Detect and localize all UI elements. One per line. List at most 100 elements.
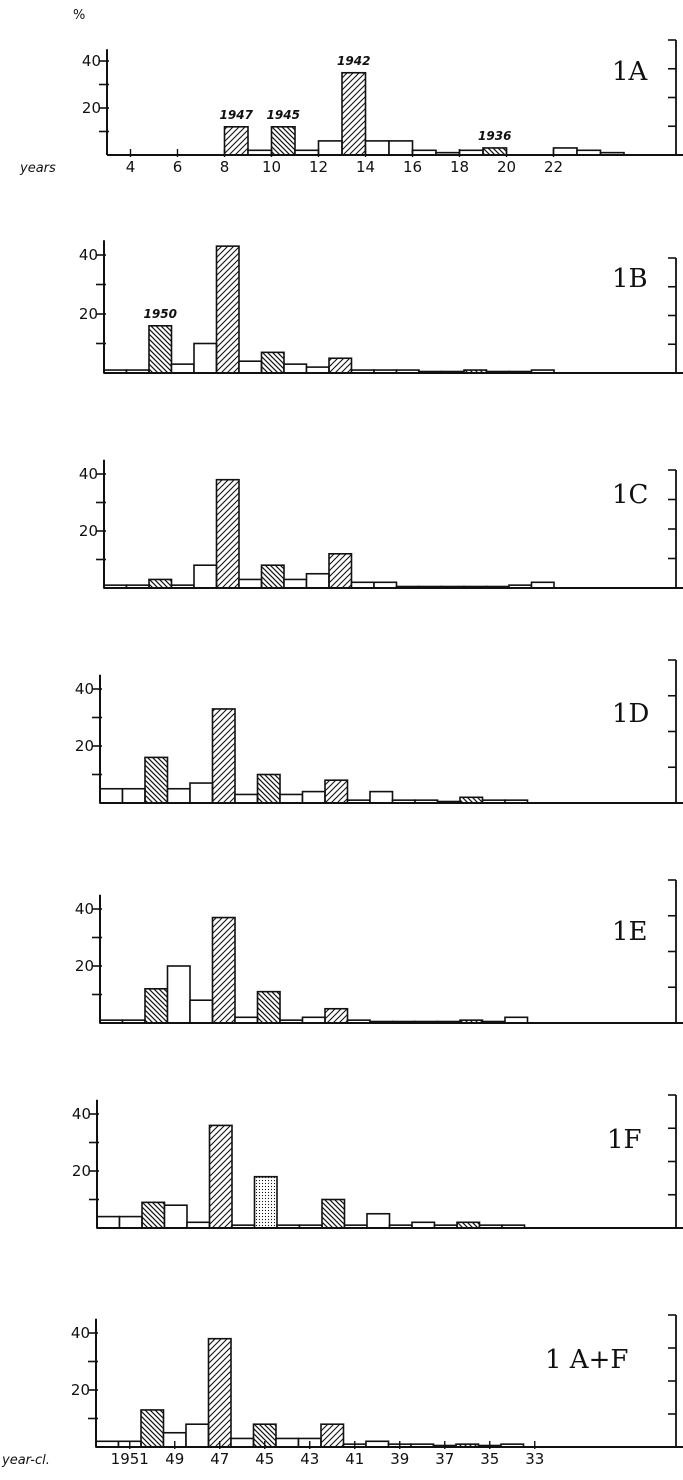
year-annotation: 1950: [144, 307, 177, 321]
panel-label: 1C: [612, 480, 648, 510]
bar: [256, 990, 281, 1024]
bar: [208, 1124, 233, 1229]
y-tick-label: 40: [79, 246, 98, 264]
bar: [260, 351, 285, 374]
chart-panel-1c: 20 40 1C: [79, 459, 683, 589]
bar: [211, 708, 236, 804]
bar: [211, 916, 236, 1024]
bar: [193, 342, 218, 374]
x-tick-label: 18: [450, 158, 469, 176]
bar: [144, 756, 169, 804]
bar: [141, 1201, 166, 1229]
chart-panel-1a: 20 40 1A% 4 6 8 10 12 14 16 18 20 22 years 1947 1945 194…: [19, 8, 683, 176]
bar: [144, 987, 169, 1024]
panel-label: 1D: [612, 699, 649, 729]
chart-panel-1e: 20 40 1E: [75, 879, 683, 1024]
panel-label: 1A: [612, 57, 649, 87]
x-tick-label: 49: [165, 1450, 184, 1468]
bar: [270, 126, 296, 156]
year-annotation: 1945: [267, 108, 300, 122]
x-axis-title: years: [19, 161, 56, 176]
bar: [140, 1409, 165, 1448]
x-tick-label: 8: [220, 158, 230, 176]
y-tick-label: 20: [82, 99, 101, 117]
chart-panel-1d: 20 40 1D: [75, 659, 683, 804]
bar: [238, 578, 263, 589]
bar: [260, 564, 285, 589]
bar: [238, 360, 263, 374]
panel-label: 1 A+F: [545, 1345, 628, 1375]
bar: [341, 71, 367, 156]
year-annotation: 1936: [478, 129, 511, 143]
bar: [283, 363, 308, 374]
bar: [189, 999, 214, 1024]
bar: [234, 793, 259, 804]
x-tick-label: 39: [390, 1450, 409, 1468]
y-unit-label: %: [73, 8, 85, 23]
x-tick-label: 16: [403, 158, 422, 176]
bar: [166, 787, 191, 804]
bar: [320, 1423, 345, 1448]
x-tick-label: 41: [345, 1450, 364, 1468]
x-axis-title: year-cl.: [1, 1453, 50, 1468]
bar: [305, 572, 330, 589]
bar: [193, 564, 218, 589]
year-annotation: 1942: [337, 54, 370, 68]
y-tick-label: 40: [79, 465, 98, 483]
x-tick-label: 43: [300, 1450, 319, 1468]
y-tick-label: 20: [75, 737, 94, 755]
year-annotation: 1947: [220, 108, 254, 122]
panel-label: 1F: [607, 1125, 642, 1155]
x-tick-label: 14: [356, 158, 375, 176]
bar: [552, 147, 578, 156]
x-tick-label: 12: [309, 158, 328, 176]
bar: [364, 140, 390, 156]
chart-panel-1f: 20 40 1F: [72, 1094, 683, 1229]
bar: [118, 1215, 143, 1229]
y-tick-label: 40: [82, 52, 101, 70]
bar: [96, 1215, 121, 1229]
y-tick-label: 20: [72, 1162, 91, 1180]
panel-label: 1E: [612, 917, 648, 947]
x-tick-label: 33: [525, 1450, 544, 1468]
x-tick-label: 20: [497, 158, 516, 176]
bar: [324, 779, 349, 804]
bar: [482, 147, 508, 156]
bar: [166, 965, 191, 1024]
y-tick-label: 20: [79, 522, 98, 540]
chart-panel-1af: 20 40 1 A+F 1951 49 47 45 43 41 39 37 35 33 year-cl.: [1, 1314, 683, 1468]
bar: [256, 773, 281, 804]
y-tick-label: 20: [75, 957, 94, 975]
x-tick-label: 1951: [111, 1450, 149, 1468]
bar: [215, 478, 240, 589]
bar: [279, 793, 304, 804]
x-tick-label: 6: [173, 158, 183, 176]
y-tick-label: 40: [75, 680, 94, 698]
bar: [148, 324, 173, 374]
bar: [230, 1437, 255, 1448]
bar: [301, 790, 326, 804]
bar: [185, 1423, 210, 1448]
bar: [366, 1212, 391, 1229]
chart-panel-1b: 20 40 1B 1950: [79, 240, 683, 374]
bar: [321, 1198, 346, 1229]
bar: [121, 787, 146, 804]
y-tick-label: 40: [75, 900, 94, 918]
y-tick-label: 40: [72, 1105, 91, 1123]
bar: [369, 790, 394, 804]
bar: [388, 140, 414, 156]
bar: [317, 140, 343, 156]
bar: [99, 787, 124, 804]
x-tick-label: 4: [126, 158, 136, 176]
x-tick-label: 47: [210, 1450, 229, 1468]
bar: [275, 1437, 300, 1448]
panel-label: 1B: [612, 264, 648, 294]
bar: [328, 552, 353, 589]
y-tick-label: 20: [71, 1381, 90, 1399]
bar: [215, 245, 240, 374]
bar: [207, 1337, 232, 1448]
bar: [324, 1007, 349, 1024]
y-tick-label: 40: [71, 1324, 90, 1342]
bar: [163, 1204, 188, 1229]
